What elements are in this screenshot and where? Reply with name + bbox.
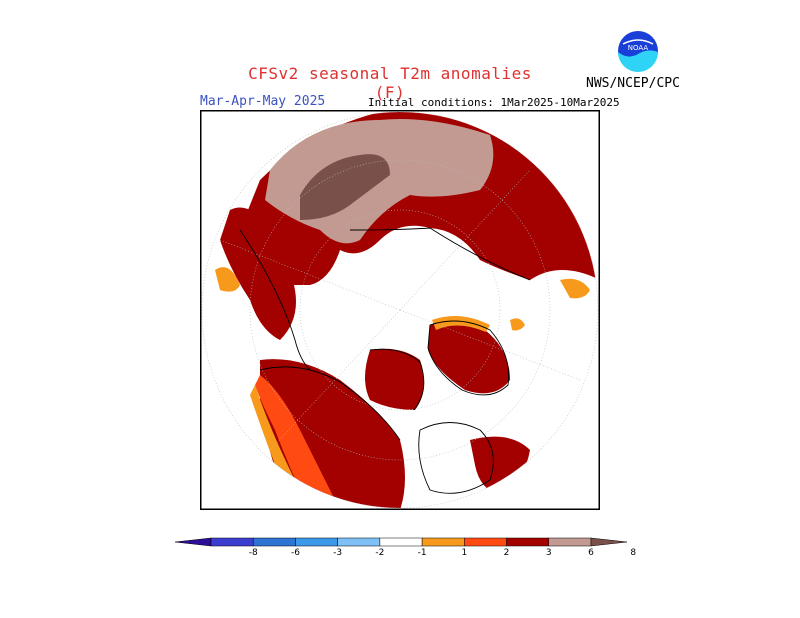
pacific-coast-warm: [255, 375, 340, 508]
central-asia-warm: [215, 267, 240, 292]
colorbar-box: [421, 537, 465, 547]
colorbar-tick-label: -1: [417, 548, 427, 558]
colorbar-tick-label: 3: [545, 548, 552, 558]
agency-label: NWS/NCEP/CPC: [586, 76, 680, 91]
colorbar-box: [506, 537, 550, 547]
west-asia-region: [220, 207, 296, 340]
colorbar-box: [379, 537, 423, 547]
siberia-anomaly-max: [300, 154, 390, 220]
colorbar-box: [548, 537, 592, 547]
coastlines: [239, 227, 531, 494]
greenland-region: [428, 321, 510, 394]
colorbar-max-arrow: [590, 537, 627, 547]
pacific-coast-edge: [250, 385, 295, 490]
graticule: [201, 111, 599, 509]
colorbar-tick-label: 2: [503, 548, 510, 558]
map-title: CFSv2 seasonal T2m anomalies (F): [248, 64, 532, 102]
initial-conditions-label: Initial conditions: 1Mar2025-10Mar2025: [368, 96, 620, 109]
colorbar-min-arrow: [175, 537, 212, 547]
anomaly-field: [215, 112, 598, 508]
noaa-logo-icon: NOAA: [618, 31, 658, 72]
colorbar-tick-label: -6: [290, 548, 300, 558]
colorbar-tick-label: -2: [375, 548, 385, 558]
logo-text: NOAA: [628, 44, 649, 52]
colorbar-box: [337, 537, 381, 547]
map-border: [200, 110, 600, 510]
colorbar-box: [210, 537, 254, 547]
colorbar-tick-label: 6: [588, 548, 594, 558]
colorbar: [175, 537, 627, 547]
canadian-arctic: [365, 348, 424, 410]
colorbar-tick-label: 1: [461, 548, 468, 558]
greenland-edge: [432, 316, 490, 332]
colorbar-tick-label: -8: [248, 548, 258, 558]
polar-map: [200, 110, 600, 510]
colorbar-box: [295, 537, 338, 547]
colorbar-tick-label: -3: [333, 548, 343, 558]
colorbar-box: [252, 537, 296, 547]
europe-warm-patch: [560, 278, 590, 299]
colorbar-tick-label: 8: [630, 548, 637, 558]
iceland: [510, 318, 525, 331]
colorbar-box: [464, 537, 507, 547]
season-label: Mar-Apr-May 2025: [200, 94, 326, 109]
